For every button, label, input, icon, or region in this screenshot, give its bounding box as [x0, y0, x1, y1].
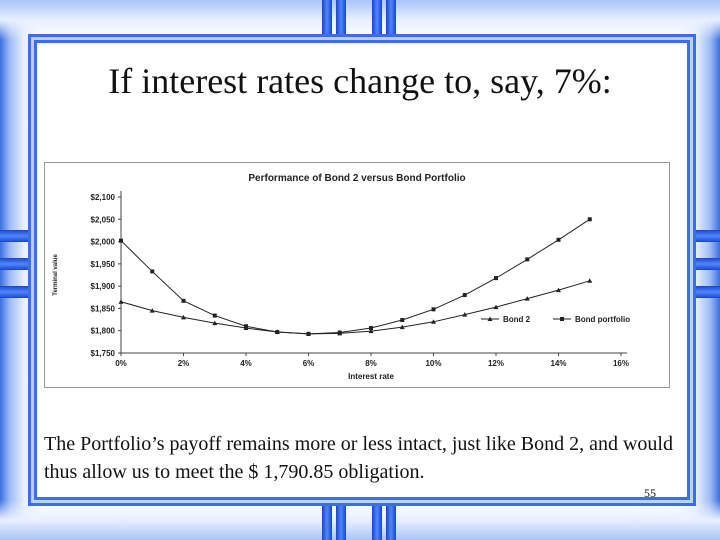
y-tick-label: $1,950 — [91, 260, 116, 269]
data-point-bond-portfolio — [587, 217, 592, 222]
data-point-bond-portfolio — [525, 257, 530, 262]
data-point-bond-2 — [431, 319, 436, 324]
decorative-bar — [336, 0, 346, 44]
chart-title: Performance of Bond 2 versus Bond Portfo… — [248, 173, 465, 184]
data-point-bond-portfolio — [369, 326, 373, 331]
y-tick-label: $1,750 — [91, 349, 116, 358]
data-point-bond-portfolio — [150, 269, 155, 274]
decorative-bar — [322, 496, 332, 540]
data-point-bond-2 — [149, 308, 155, 313]
x-tick-label: 8% — [365, 359, 377, 368]
data-point-bond-portfolio — [556, 237, 561, 242]
data-point-bond-2 — [524, 296, 530, 301]
y-axis-label: Terminal value — [53, 254, 59, 296]
slide-background-top — [0, 0, 720, 40]
series-line-bond-2 — [120, 280, 590, 335]
data-point-bond-portfolio — [275, 330, 280, 335]
data-point-bond-portfolio — [494, 276, 498, 281]
data-point-bond-2 — [368, 328, 374, 334]
legend-marker-square — [560, 317, 564, 321]
slide-background-bottom — [0, 500, 720, 540]
data-point-bond-2 — [556, 287, 561, 293]
x-tick-label: 2% — [178, 359, 190, 368]
data-point-bond-2 — [118, 299, 124, 304]
decorative-bar — [386, 496, 396, 540]
page-number: 55 — [644, 486, 656, 500]
y-tick-label: $1,800 — [91, 327, 116, 336]
y-tick-label: $2,000 — [91, 238, 116, 247]
data-point-bond-2 — [493, 304, 499, 310]
decorative-bar — [386, 0, 396, 44]
y-tick-label: $1,850 — [91, 304, 116, 313]
decorative-bar — [372, 496, 382, 540]
data-point-bond-2 — [462, 312, 468, 317]
legend-marker-triangle — [487, 316, 493, 321]
decorative-bar — [322, 0, 332, 44]
data-point-bond-portfolio — [119, 238, 123, 243]
x-tick-label: 4% — [240, 359, 252, 368]
x-tick-label: 16% — [613, 359, 629, 368]
x-tick-label: 0% — [115, 359, 127, 368]
legend-label: Bond portfolio — [575, 315, 630, 324]
x-tick-label: 6% — [303, 359, 315, 368]
y-tick-label: $1,900 — [91, 282, 116, 291]
data-point-bond-2 — [587, 278, 593, 283]
data-point-bond-portfolio — [400, 318, 405, 323]
slide-body-text: The Portfolio’s payoff remains more or l… — [44, 433, 673, 483]
x-tick-label: 14% — [550, 359, 566, 368]
data-point-bond-portfolio — [181, 298, 186, 303]
chart-container: Performance of Bond 2 versus Bond Portfo… — [44, 162, 670, 388]
data-point-bond-portfolio — [431, 307, 436, 312]
data-point-bond-portfolio — [244, 324, 248, 329]
data-point-bond-portfolio — [306, 331, 311, 336]
x-tick-label: 12% — [488, 359, 504, 368]
y-tick-label: $2,050 — [91, 215, 116, 224]
data-point-bond-2 — [181, 314, 186, 320]
x-axis-label: Interest rate — [348, 372, 394, 381]
decorative-bar — [372, 0, 382, 44]
y-tick-label: $2,100 — [91, 193, 116, 202]
slide-title: If interest rates change to, say, 7%: — [108, 61, 612, 101]
data-point-bond-portfolio — [337, 330, 342, 335]
series-line-bond-portfolio — [120, 218, 591, 335]
legend-label: Bond 2 — [503, 315, 531, 324]
data-point-bond-2 — [212, 320, 218, 326]
line-chart: Performance of Bond 2 versus Bond Portfo… — [53, 173, 630, 381]
decorative-bar — [336, 496, 346, 540]
x-tick-label: 10% — [425, 359, 441, 368]
data-point-bond-portfolio — [212, 313, 217, 318]
data-point-bond-2 — [399, 324, 405, 330]
data-point-bond-portfolio — [462, 293, 467, 298]
